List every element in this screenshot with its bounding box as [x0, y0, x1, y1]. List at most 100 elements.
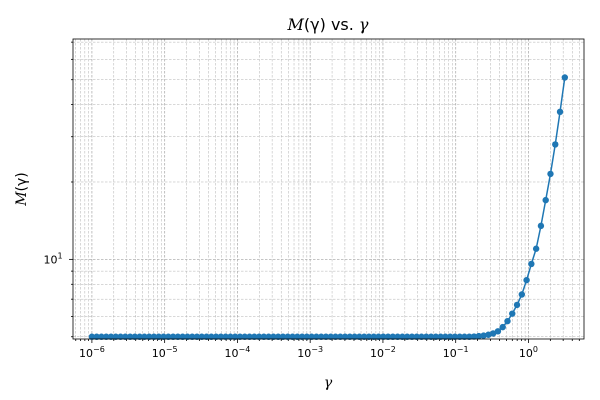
- data-point: [480, 332, 487, 339]
- chart-title-mid: (γ) vs.: [304, 15, 359, 34]
- x-tick-base: 10: [79, 347, 93, 360]
- x-tick-base: 10: [225, 347, 239, 360]
- x-tick-exponent: −3: [311, 345, 323, 354]
- data-point: [126, 333, 134, 340]
- data-point: [423, 333, 430, 340]
- data-point: [504, 317, 511, 325]
- data-point: [537, 222, 545, 230]
- data-point: [208, 333, 215, 340]
- data-point: [155, 333, 162, 340]
- data-point: [165, 333, 172, 340]
- data-point: [499, 323, 506, 331]
- data-point: [399, 333, 406, 340]
- data-point: [88, 333, 96, 340]
- data-point: [370, 333, 377, 340]
- x-tick-base: 10: [152, 347, 166, 360]
- data-point: [294, 333, 301, 340]
- data-point: [227, 333, 234, 340]
- data-point: [303, 333, 311, 340]
- data-point: [556, 108, 564, 116]
- y-tick-exponent: 1: [57, 251, 62, 260]
- data-point: [442, 333, 449, 340]
- data-point: [470, 333, 478, 340]
- chart-title-gamma: γ: [359, 15, 369, 34]
- y-axis-label: M(γ): [14, 172, 30, 207]
- data-point: [313, 333, 320, 340]
- data-point: [384, 333, 392, 340]
- x-tick-base: 10: [370, 347, 384, 360]
- data-point: [103, 333, 110, 340]
- plot-frame: [72, 38, 585, 340]
- data-point: [117, 333, 124, 340]
- y-tick-label: 101: [43, 251, 62, 266]
- data-point: [203, 333, 210, 340]
- data-point: [337, 333, 344, 340]
- data-point: [146, 333, 153, 340]
- data-point: [270, 333, 277, 340]
- data-point: [317, 333, 325, 340]
- data-point: [394, 333, 401, 340]
- series-m-gamma: [88, 74, 569, 340]
- data-point: [274, 333, 282, 340]
- data-point: [107, 333, 115, 340]
- x-tick-base: 10: [519, 347, 533, 360]
- data-point: [346, 333, 354, 340]
- x-tick-label: 10−5: [152, 345, 178, 360]
- data-point: [131, 333, 139, 340]
- data-point: [446, 333, 454, 340]
- y-axis-label-m: M: [14, 191, 30, 207]
- data-point: [380, 333, 387, 340]
- data-point: [523, 276, 530, 284]
- x-axis-ticks: 10−6 10−5 10−4 10−3 10−2 10−1 100: [75, 339, 580, 360]
- data-point: [308, 333, 315, 340]
- data-point: [284, 333, 291, 340]
- data-point: [528, 260, 535, 268]
- data-point: [341, 333, 349, 340]
- y-tick-base: 10: [43, 253, 57, 266]
- data-point: [518, 291, 526, 298]
- x-tick-exponent: −4: [239, 345, 251, 354]
- data-point: [136, 333, 143, 340]
- data-point: [255, 333, 263, 340]
- data-point: [289, 333, 296, 340]
- data-point: [160, 333, 167, 340]
- x-tick-exponent: −1: [457, 345, 469, 354]
- data-point: [322, 333, 330, 340]
- data-point: [169, 333, 177, 340]
- data-point: [389, 333, 397, 340]
- data-point: [403, 333, 411, 340]
- data-point: [451, 333, 459, 340]
- data-point: [141, 333, 148, 340]
- data-point: [251, 333, 258, 340]
- data-point: [260, 333, 268, 340]
- x-tick-base: 10: [443, 347, 457, 360]
- data-point: [112, 333, 119, 340]
- data-point: [236, 333, 244, 340]
- data-point: [408, 333, 416, 340]
- series-line: [91, 77, 566, 338]
- y-axis-ticks: 101: [43, 41, 73, 338]
- data-point: [513, 301, 521, 309]
- data-point: [351, 333, 358, 340]
- major-grid: [73, 39, 584, 339]
- data-point: [547, 170, 554, 178]
- data-point: [332, 333, 339, 340]
- data-point: [356, 333, 363, 340]
- data-point: [494, 328, 502, 335]
- data-point: [212, 333, 220, 340]
- chart-title: M(γ) vs. γ: [287, 15, 369, 34]
- data-point: [365, 333, 373, 340]
- x-tick-label: 10−4: [225, 345, 251, 360]
- data-point: [150, 333, 158, 340]
- x-axis-label: γ: [324, 375, 333, 391]
- x-tick-exponent: 0: [533, 345, 538, 354]
- data-point: [552, 141, 559, 148]
- data-point: [189, 333, 196, 340]
- data-point: [232, 333, 239, 340]
- data-point: [427, 333, 435, 340]
- data-point: [98, 333, 105, 340]
- data-point: [561, 74, 569, 81]
- data-point: [432, 333, 440, 340]
- x-tick-exponent: −5: [166, 345, 178, 354]
